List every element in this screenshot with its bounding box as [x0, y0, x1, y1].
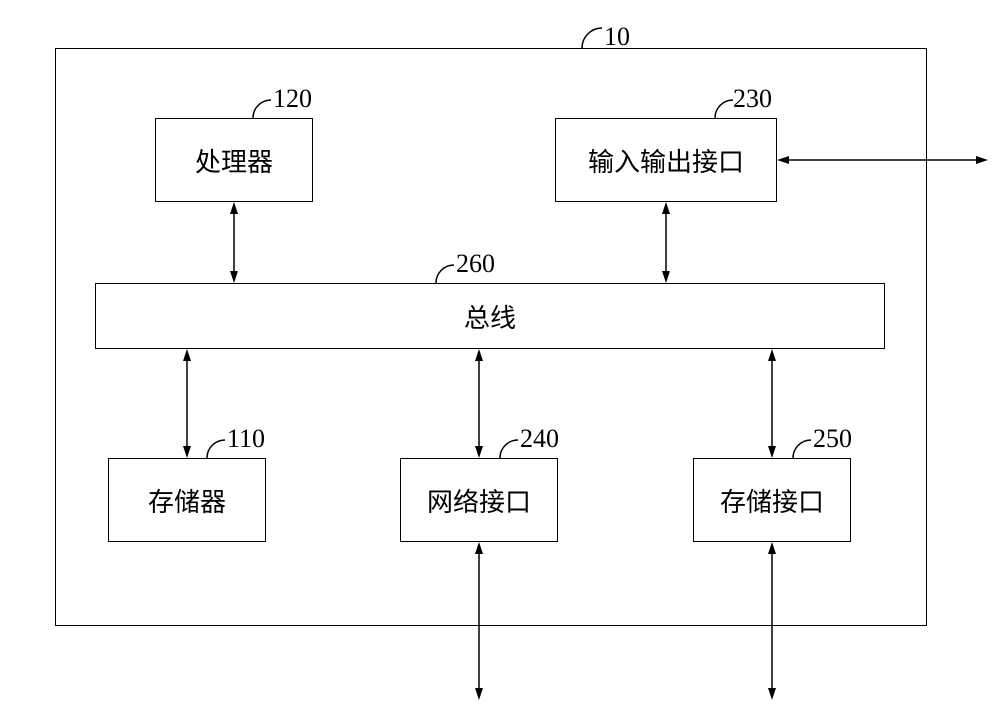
- ref-label-bus: 260: [456, 249, 495, 279]
- ref-label-processor: 120: [273, 84, 312, 114]
- block-storage-interface: 存储接口: [693, 458, 851, 542]
- block-processor: 处理器: [155, 118, 313, 202]
- ref-label-net: 240: [520, 424, 559, 454]
- block-storage-label: 存储接口: [720, 482, 824, 519]
- block-io-label: 输入输出接口: [588, 142, 744, 179]
- block-memory-label: 存储器: [148, 482, 226, 519]
- ref-label-storage: 250: [813, 424, 852, 454]
- ref-label-io: 230: [733, 84, 772, 114]
- block-net-label: 网络接口: [427, 482, 531, 519]
- diagram-canvas: 处理器 输入输出接口 总线 存储器 网络接口 存储接口 10 120 230 2…: [0, 0, 1000, 718]
- block-processor-label: 处理器: [195, 142, 273, 179]
- block-bus: 总线: [95, 283, 885, 349]
- block-network-interface: 网络接口: [400, 458, 558, 542]
- block-io-interface: 输入输出接口: [555, 118, 777, 202]
- ref-label-memory: 110: [227, 424, 265, 454]
- block-memory: 存储器: [108, 458, 266, 542]
- block-bus-label: 总线: [464, 298, 516, 335]
- ref-label-system: 10: [604, 22, 630, 52]
